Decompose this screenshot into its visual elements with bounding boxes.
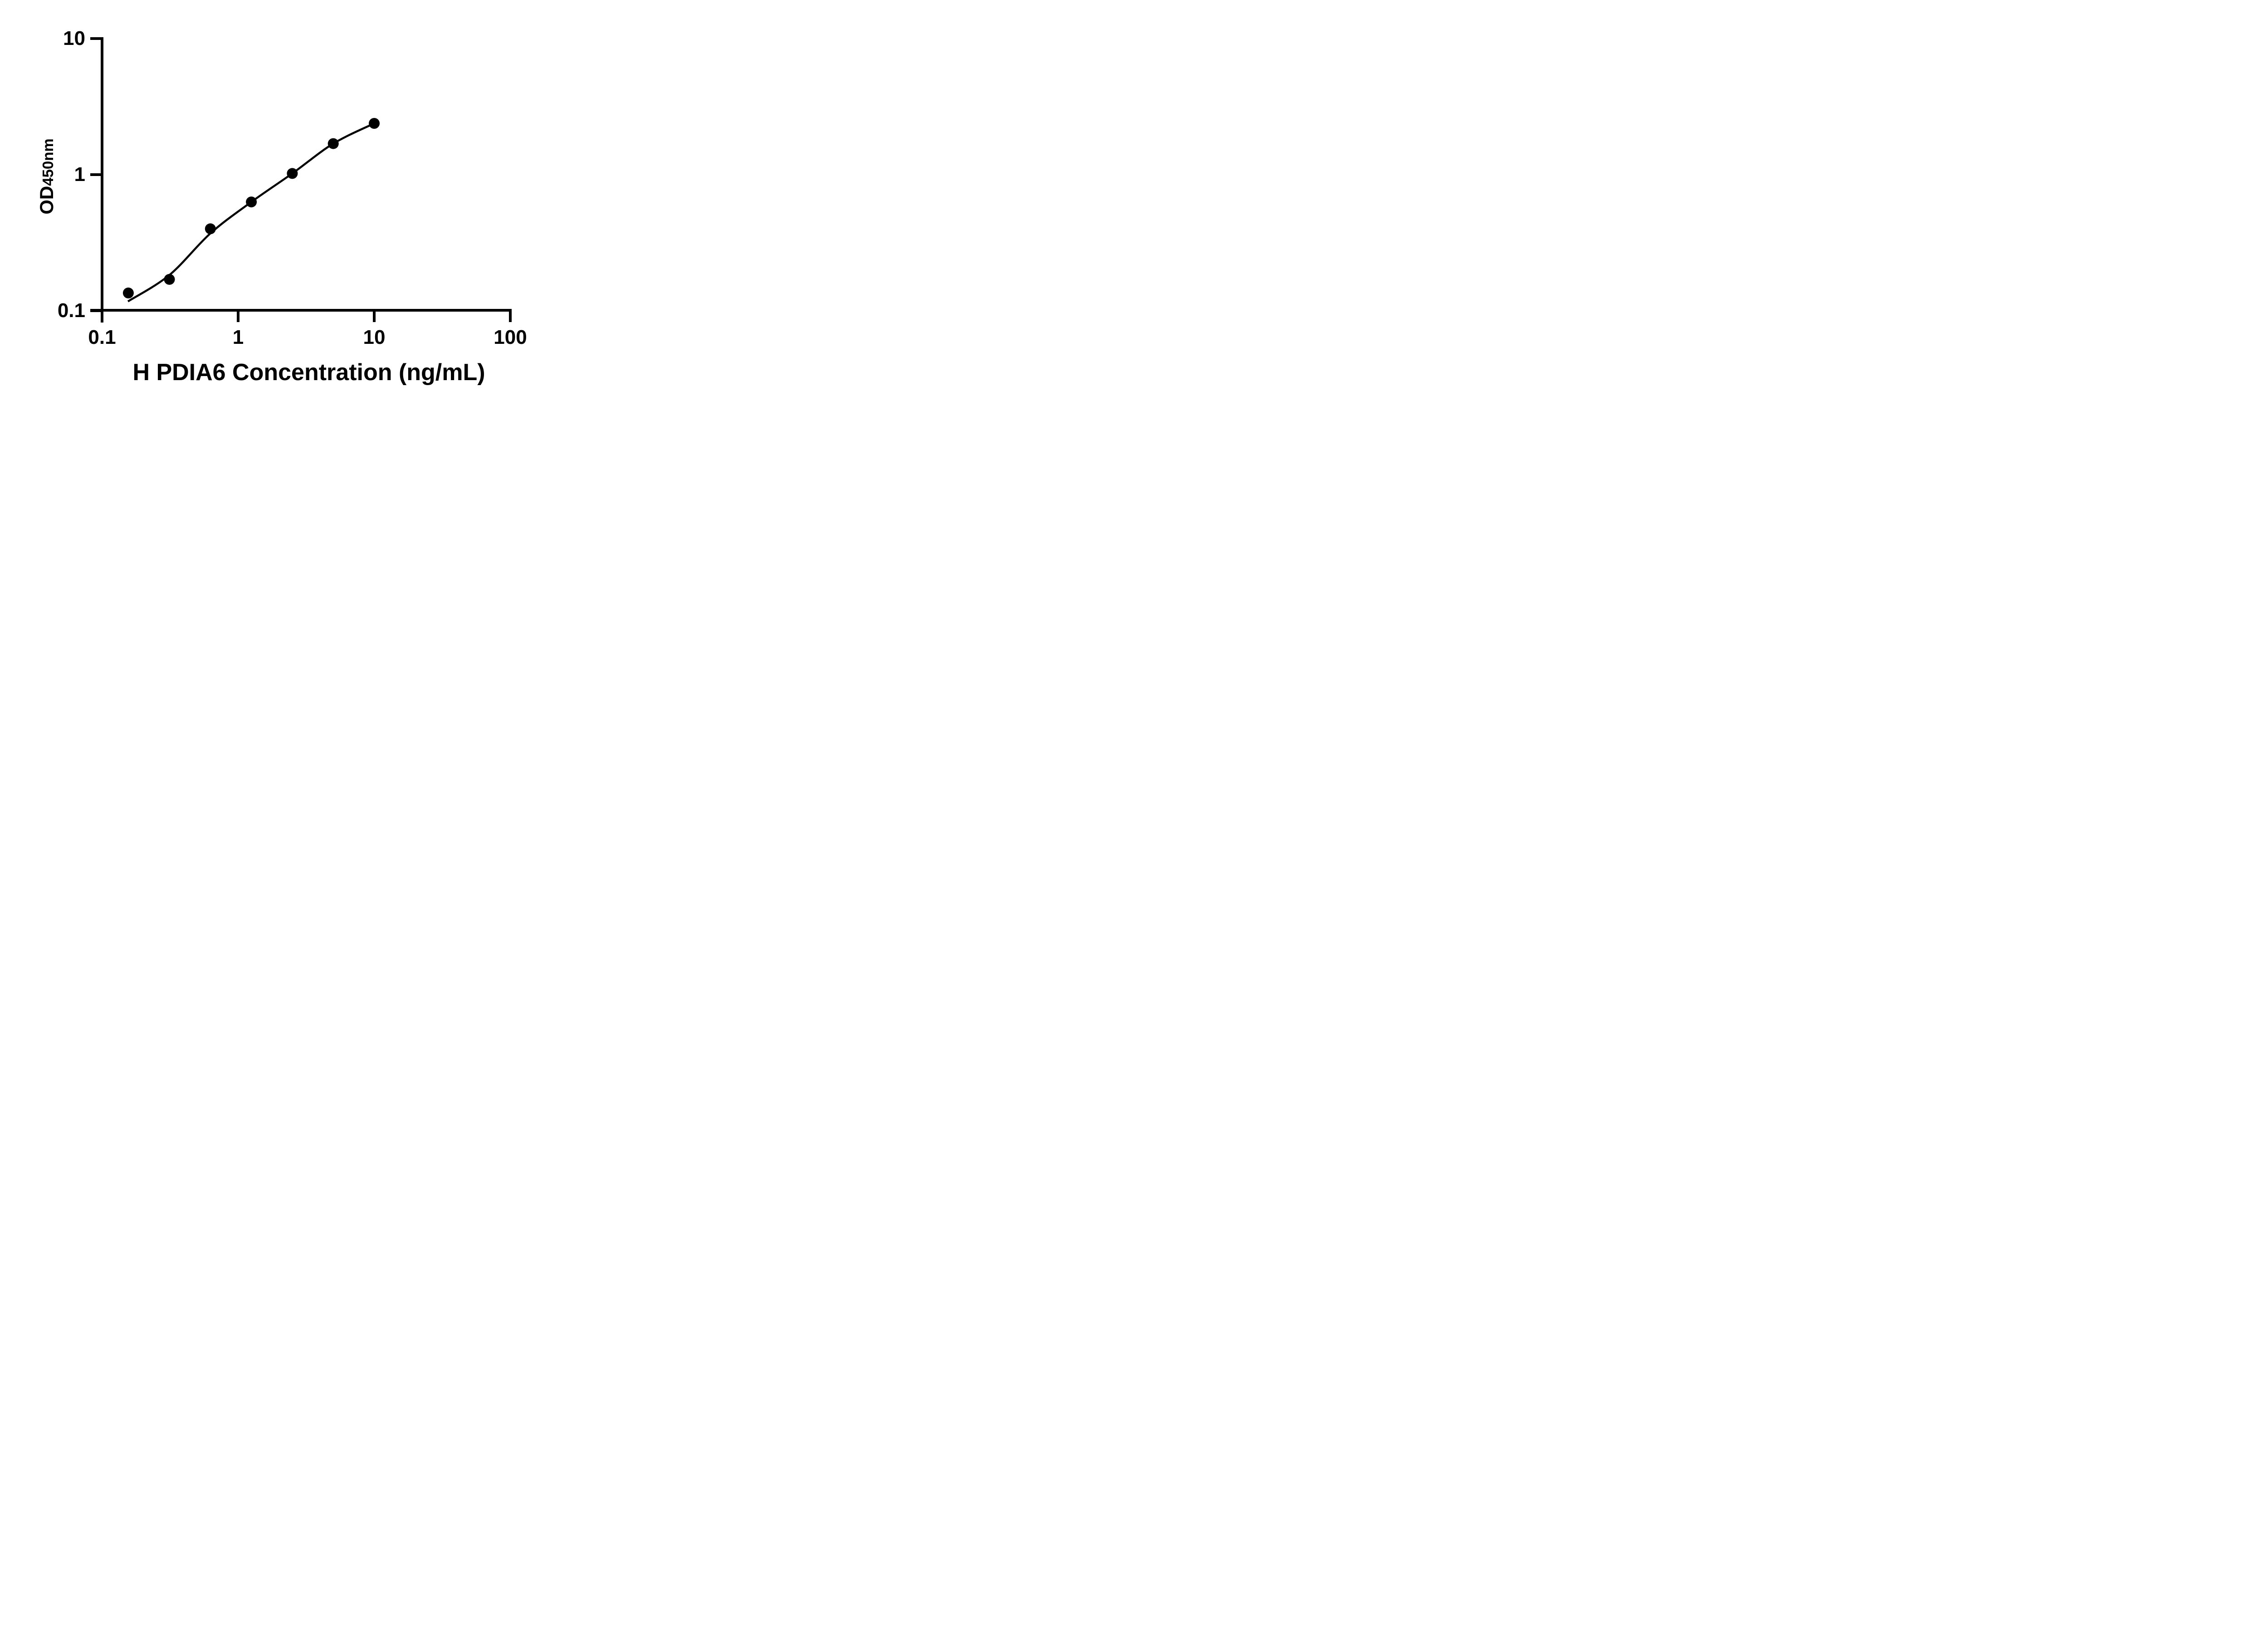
elisa-standard-curve-figure: OD450nm H PDIA6 Concentration (ng/mL) 0.… [0, 0, 572, 408]
data-point [287, 168, 298, 179]
x-tick-label: 0.1 [88, 326, 116, 348]
data-point [369, 118, 380, 129]
x-tick-label: 100 [494, 326, 527, 348]
y-axis-title-base: OD [36, 186, 57, 215]
x-axis-title: H PDIA6 Concentration (ng/mL) [132, 359, 485, 386]
y-tick-label: 10 [63, 27, 85, 49]
data-point [164, 274, 175, 285]
data-point [246, 196, 257, 208]
data-point [205, 223, 216, 235]
x-tick-label: 1 [232, 326, 244, 348]
y-axis-title: OD450nm [36, 138, 57, 215]
data-point [327, 138, 339, 149]
chart-plot-area [90, 37, 512, 323]
x-tick-label: 10 [363, 326, 386, 348]
y-tick-label: 1 [74, 163, 85, 186]
data-point [122, 287, 134, 298]
fit-curve [127, 122, 375, 303]
y-axis-title-subscript: 450nm [39, 138, 56, 186]
y-tick-label: 0.1 [57, 299, 85, 322]
